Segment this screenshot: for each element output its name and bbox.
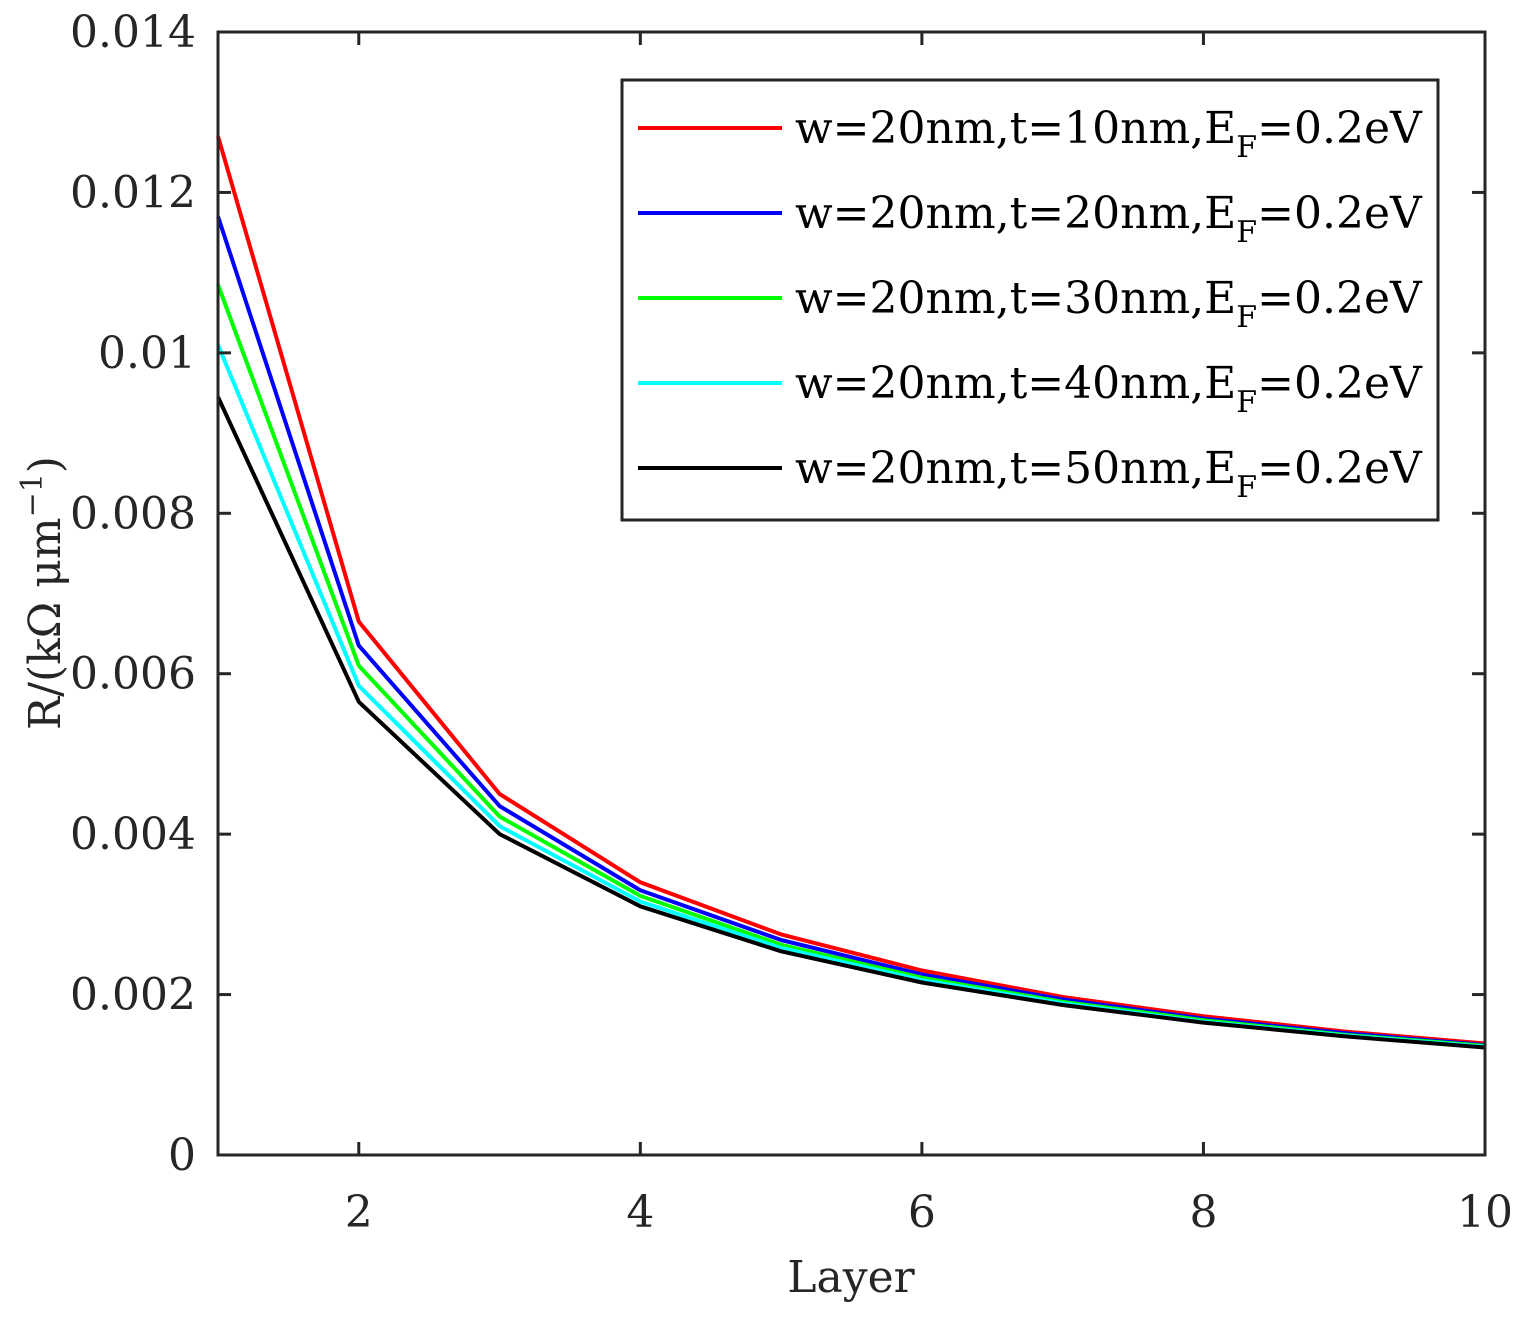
- y-tick-label: 0.01: [98, 328, 196, 379]
- y-tick-label: 0.012: [70, 167, 196, 218]
- legend-label-suffix: =0.2eV: [1257, 188, 1423, 239]
- legend-label-5: w=20nm,t=50nm,EF=0.2eV: [795, 443, 1423, 505]
- legend-label-2: w=20nm,t=20nm,EF=0.2eV: [795, 188, 1423, 250]
- y-axis-title: R/(kΩ μm−1): [15, 456, 71, 730]
- legend-label-suffix: =0.2eV: [1257, 273, 1423, 324]
- tick-layer: 2 4 6 8 10 0 0.002 0.004 0.006 0.008 0.01 0.012 0.01…: [70, 7, 1513, 1238]
- x-axis-title: Layer: [787, 1252, 915, 1303]
- x-tick-label: 10: [1457, 1187, 1513, 1238]
- legend-label-text: w=20nm,t=30nm,E: [795, 273, 1236, 324]
- legend-label-1: w=20nm,t=10nm,EF=0.2eV: [795, 103, 1423, 165]
- y-tick-label: 0.008: [70, 488, 196, 539]
- legend-label-4: w=20nm,t=40nm,EF=0.2eV: [795, 358, 1423, 420]
- y-tick-label: 0.014: [70, 7, 196, 58]
- legend-label-text: w=20nm,t=40nm,E: [795, 358, 1236, 409]
- legend-label-suffix: =0.2eV: [1257, 103, 1423, 154]
- x-tick-label: 6: [908, 1187, 936, 1238]
- y-axis-title-main: R/(kΩ μm: [20, 517, 71, 730]
- legend-label-subscript: F: [1236, 215, 1257, 250]
- series-layer: [216, 135, 1486, 1050]
- legend-label-subscript: F: [1236, 385, 1257, 420]
- x-tick-label: 2: [345, 1187, 373, 1238]
- y-axis-title-close: ): [20, 456, 71, 473]
- legend-label-subscript: F: [1236, 130, 1257, 165]
- legend: w=20nm,t=10nm,EF=0.2eVw=20nm,t=20nm,EF=0…: [620, 78, 1440, 522]
- legend-label-text: w=20nm,t=20nm,E: [795, 188, 1236, 239]
- plot-area-frame: [216, 30, 1487, 1157]
- legend-label-3: w=20nm,t=30nm,EF=0.2eV: [795, 273, 1423, 335]
- x-tick-label: 4: [626, 1187, 654, 1238]
- legend-label-subscript: F: [1236, 470, 1257, 505]
- y-tick-label: 0.004: [70, 809, 196, 860]
- y-axis-title-exponent: −1: [15, 473, 50, 517]
- y-tick-label: 0.002: [70, 970, 196, 1021]
- legend-label-text: w=20nm,t=10nm,E: [795, 103, 1236, 154]
- legend-label-text: w=20nm,t=50nm,E: [795, 443, 1236, 494]
- y-tick-label: 0.006: [70, 649, 196, 700]
- legend-label-suffix: =0.2eV: [1257, 443, 1423, 494]
- series-line-5: [216, 396, 1486, 1050]
- legend-label-suffix: =0.2eV: [1257, 358, 1423, 409]
- legend-label-subscript: F: [1236, 300, 1257, 335]
- y-tick-label: 0: [168, 1130, 196, 1181]
- x-tick-label: 8: [1189, 1187, 1217, 1238]
